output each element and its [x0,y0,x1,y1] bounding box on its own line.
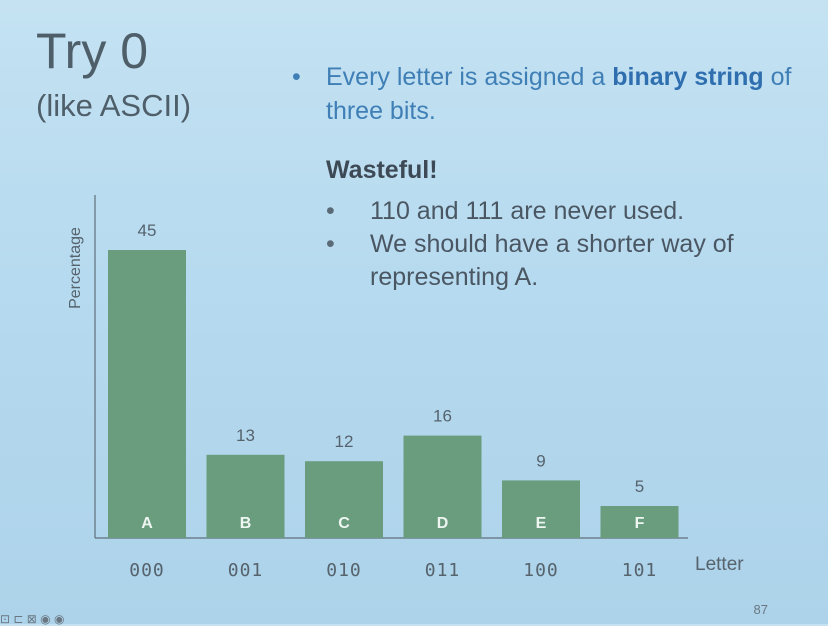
bar-value-label: 12 [335,432,354,451]
sub-bullet-marker: • [326,197,335,225]
slide-title: Try 0 [36,23,149,79]
x-tick-label: 100 [523,560,559,581]
x-tick-label: 011 [425,560,461,581]
sub-bullet-marker: • [326,230,335,258]
bar-e [502,480,580,538]
slide-subtitle: (like ASCII) [36,88,192,123]
bar-category-label: F [635,515,645,532]
main-bullet-text: Every letter is assigned a binary string… [326,60,796,128]
bar-value-label: 5 [635,477,644,496]
wasteful-heading: Wasteful! [326,156,438,184]
bar-category-label: A [141,515,153,532]
main-bullet-post: of three bits. [326,63,792,125]
bar-value-label: 13 [236,426,255,445]
footer-logo-marks: ⊡ ⊏ ⊠ ◉ ◉ [0,612,65,626]
sub-bullet-text: We should have a shorter way of represen… [370,230,734,291]
bar-b [206,454,285,538]
sub-bullet-list: • 110 and 111 are never used. • We shoul… [326,195,786,294]
bar-f [600,506,679,538]
bar-category-label: D [437,515,449,532]
main-bullet-pre: Every letter is assigned a [326,63,613,91]
x-tick-label: 001 [228,560,264,581]
bullet-marker: • [292,63,301,91]
sub-bullet-text: 110 and 111 are never used. [370,197,685,225]
bar-value-label: 45 [138,221,157,240]
sub-bullet-item: • 110 and 111 are never used. [326,195,786,228]
slide-number: 87 [753,602,768,617]
x-tick-label: 010 [326,560,362,581]
bar-value-label: 9 [536,451,545,470]
bar-category-label: E [536,515,547,532]
bar-a [108,250,186,538]
x-axis-label: Letter [695,554,744,575]
bar-category-label: B [240,515,252,532]
x-tick-label: 101 [622,560,658,581]
main-bullet-bold: binary string [612,63,764,91]
bar-value-label: 16 [433,407,452,426]
sub-bullet-item: • We should have a shorter way of repres… [326,228,786,294]
bar-d [403,435,482,538]
y-axis-label: Percentage [67,227,84,309]
bar-category-label: C [338,515,350,532]
x-tick-label: 000 [129,560,165,581]
bar-c [305,461,383,538]
